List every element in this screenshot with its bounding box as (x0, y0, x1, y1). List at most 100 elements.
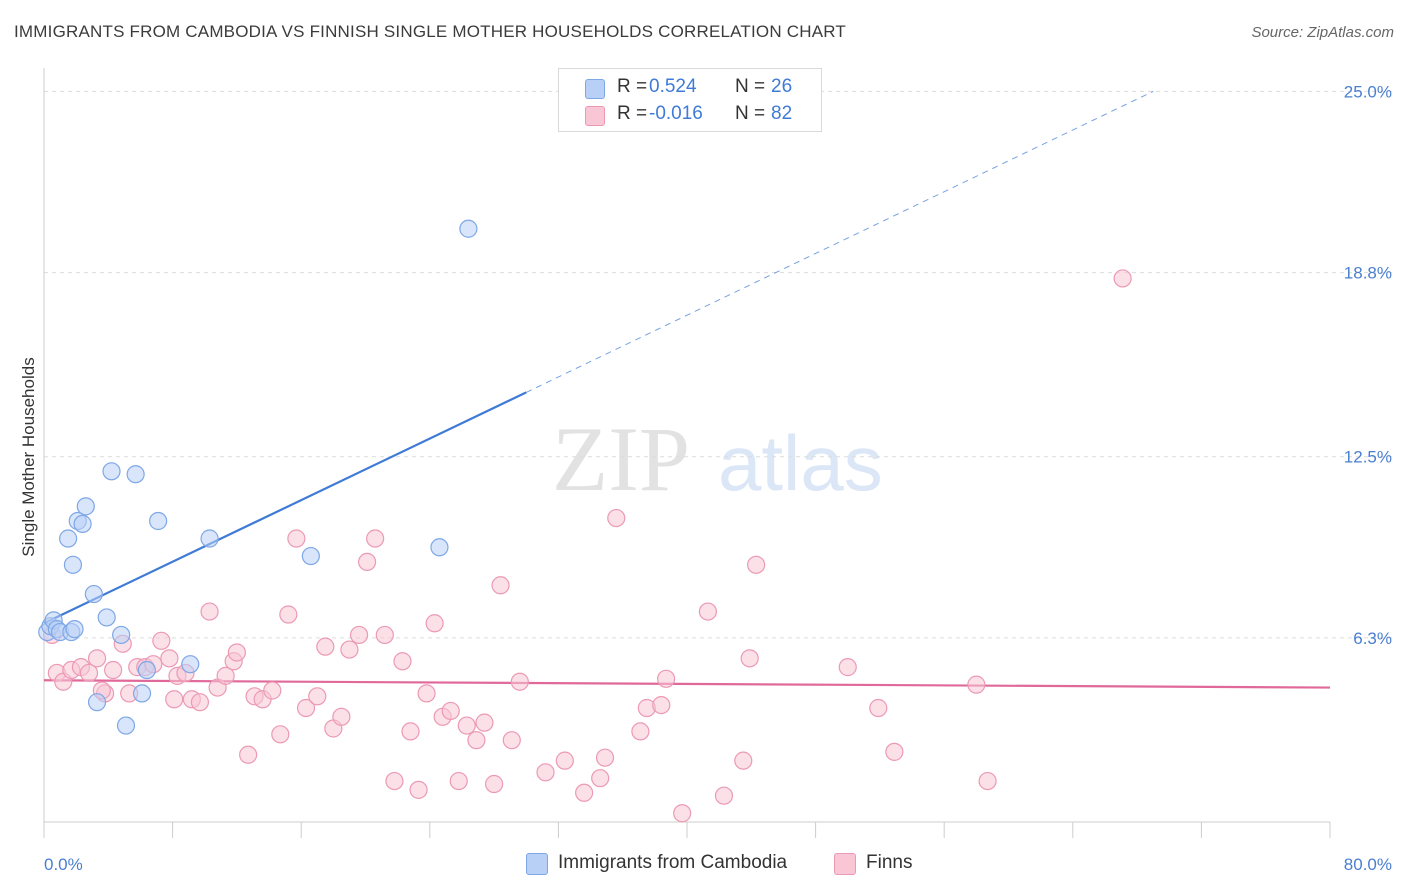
legend-r-value: 0.524 (649, 76, 697, 97)
point-finns (152, 631, 171, 650)
point-cambodia (301, 546, 320, 566)
point-finns (595, 748, 615, 767)
point-finns (308, 687, 327, 706)
point-finns (510, 672, 529, 691)
legend-r-label: R = (617, 103, 648, 124)
point-cambodia (97, 608, 116, 627)
point-finns (698, 602, 717, 621)
point-finns (631, 722, 650, 741)
point-finns (79, 663, 99, 683)
point-cambodia (102, 462, 121, 481)
y-tick-label: 25.0% (1344, 82, 1392, 101)
point-finns (263, 681, 282, 700)
legend-swatch-finns (585, 106, 605, 126)
point-cambodia (181, 655, 200, 674)
point-finns (740, 649, 759, 668)
legend-n-label: N = (735, 76, 766, 97)
point-cambodia (430, 538, 449, 557)
point-finns (885, 742, 904, 761)
point-finns (502, 731, 521, 750)
point-finns (607, 508, 626, 528)
point-cambodia (87, 693, 107, 712)
point-finns (401, 722, 420, 741)
x-tick-label: 80.0% (1344, 855, 1392, 874)
y-tick-label: 6.3% (1353, 629, 1392, 648)
point-finns (734, 751, 753, 770)
point-cambodia (73, 514, 92, 534)
point-finns (358, 552, 377, 571)
svg-text:atlas: atlas (718, 419, 883, 507)
point-finns (485, 774, 504, 794)
point-finns (216, 666, 235, 685)
point-finns (417, 684, 436, 703)
bottom-legend-label-cambodia: Immigrants from Cambodia (558, 852, 788, 873)
point-finns (375, 625, 394, 645)
data-points (38, 219, 1132, 823)
point-finns (575, 783, 594, 802)
point-finns (271, 725, 290, 744)
point-finns (747, 555, 766, 574)
point-finns (591, 769, 610, 788)
trend-lines (43, 90, 1331, 689)
point-finns (409, 780, 428, 799)
bottom-legend-swatch-cambodia (526, 853, 548, 875)
gridlines (44, 90, 1392, 639)
point-cambodia (84, 584, 103, 604)
point-finns (967, 675, 986, 694)
point-finns (978, 771, 997, 791)
point-cambodia (200, 529, 219, 548)
point-cambodia (63, 555, 83, 574)
bottom-legend-label-finns: Finns (866, 852, 913, 873)
legend-swatch-cambodia (585, 79, 605, 99)
tick-labels: 6.3% 12.5% 18.8% 25.0% 0.0% 80.0% (44, 82, 1392, 874)
point-cambodia (149, 511, 168, 531)
point-finns (160, 649, 179, 668)
legend-n-value: 82 (771, 103, 793, 124)
source-label: Source: ZipAtlas.com (1251, 24, 1394, 41)
bottom-legend-swatch-finns (834, 853, 856, 875)
point-finns (536, 763, 555, 782)
svg-text:ZIP: ZIP (552, 408, 690, 510)
point-cambodia (132, 684, 152, 703)
point-finns (190, 693, 210, 712)
point-finns (425, 614, 444, 633)
point-finns (838, 658, 857, 677)
point-finns (467, 731, 486, 750)
y-tick-label: 12.5% (1344, 448, 1392, 467)
point-cambodia (65, 620, 84, 639)
point-cambodia (459, 219, 478, 238)
point-finns (316, 637, 335, 656)
point-finns (366, 529, 385, 548)
x-tick-label: 0.0% (44, 855, 83, 874)
point-finns (200, 602, 219, 621)
legend-r-label: R = (617, 76, 648, 97)
legend-n-label: N = (735, 103, 766, 124)
point-finns (385, 771, 404, 791)
point-finns (491, 576, 510, 595)
point-finns (393, 652, 412, 671)
axes (43, 68, 1331, 838)
point-cambodia (126, 465, 145, 484)
point-cambodia (76, 497, 95, 516)
point-finns (449, 771, 468, 791)
point-finns (332, 707, 351, 726)
point-finns (657, 669, 676, 688)
watermark: ZIP atlas (552, 408, 883, 510)
point-cambodia (116, 716, 136, 735)
point-finns (349, 625, 369, 645)
point-finns (227, 643, 246, 662)
point-finns (87, 649, 107, 668)
point-finns (287, 529, 306, 548)
point-finns (714, 786, 734, 805)
trend-line-finns (43, 679, 1331, 689)
point-finns (165, 690, 184, 709)
trend-line-cambodia-extension (526, 90, 1154, 393)
point-cambodia (137, 660, 156, 680)
point-finns (652, 696, 671, 715)
trend-line-cambodia (43, 391, 527, 625)
point-finns (475, 713, 494, 732)
point-finns (296, 698, 316, 718)
point-finns (457, 716, 476, 735)
point-finns (1113, 269, 1132, 288)
